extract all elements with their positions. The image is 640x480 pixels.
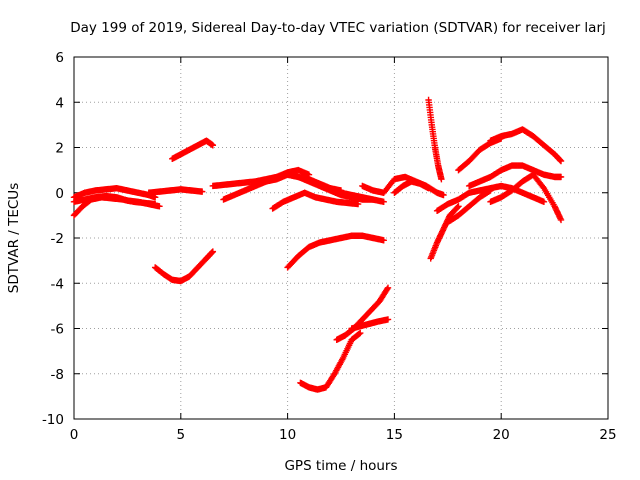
series-arc-3 (70, 192, 163, 210)
y-tick-label: 2 (55, 141, 64, 157)
data-point (384, 284, 392, 291)
x-tick-label: 20 (493, 427, 510, 443)
data-point (454, 204, 461, 211)
series-arc-20 (433, 182, 548, 215)
data-point (384, 316, 392, 323)
series-arc-11 (284, 232, 387, 271)
y-tick-label: -8 (51, 367, 64, 383)
x-axis-label: GPS time / hours (284, 458, 397, 474)
series-arc-22 (487, 126, 565, 165)
series-arc-5 (169, 137, 217, 163)
data-point (425, 185, 432, 192)
x-tick-label: 0 (70, 427, 79, 443)
series-arc-12 (297, 329, 364, 393)
data-point (487, 187, 494, 194)
y-tick-label: -10 (42, 412, 64, 428)
data-point (455, 203, 462, 210)
data-point (380, 198, 387, 205)
data-point (209, 248, 217, 255)
data-point (557, 173, 565, 181)
data-point (156, 203, 163, 210)
y-axis-label: SDTVAR / TECUs (6, 183, 22, 293)
y-tick-label: 0 (55, 186, 64, 202)
series-arc-10 (269, 189, 362, 212)
data-point (357, 329, 364, 337)
data-point (557, 157, 565, 165)
y-tick-label: -6 (51, 322, 64, 338)
series-arc-1 (70, 185, 159, 201)
series-arc-18 (425, 96, 445, 183)
data-point (354, 200, 362, 208)
data-series (70, 96, 565, 393)
series-arc-25 (444, 187, 494, 226)
chart-title: Day 199 of 2019, Sidereal Day-to-day VTE… (70, 20, 606, 36)
data-point (209, 142, 217, 149)
series-arc-23 (465, 162, 565, 190)
series-arc-24 (487, 171, 565, 224)
series-arc-15 (337, 189, 387, 205)
x-tick-label: 25 (599, 427, 616, 443)
series-arc-6 (145, 186, 206, 196)
series-arc-4 (151, 248, 217, 285)
data-point (380, 237, 387, 244)
axis-ticks: 0 5 10 15 20 25 -10 -8 -6 -4 -2 0 2 4 6 (42, 50, 617, 443)
data-point (540, 198, 548, 205)
data-point (305, 171, 313, 178)
series-arc-19 (427, 203, 462, 262)
y-tick-label: 4 (55, 95, 64, 111)
y-tick-label: -2 (51, 231, 64, 247)
data-point (440, 191, 447, 199)
data-point (198, 188, 206, 195)
y-tick-label: 6 (55, 50, 64, 66)
series-arc-17 (391, 178, 432, 196)
series-arc-14 (348, 316, 392, 332)
data-point (383, 285, 391, 293)
x-tick-label: 15 (386, 427, 403, 443)
data-point (438, 175, 445, 183)
x-tick-label: 5 (177, 427, 186, 443)
x-tick-label: 10 (279, 427, 296, 443)
y-tick-label: -4 (51, 276, 64, 292)
data-point (557, 216, 565, 224)
